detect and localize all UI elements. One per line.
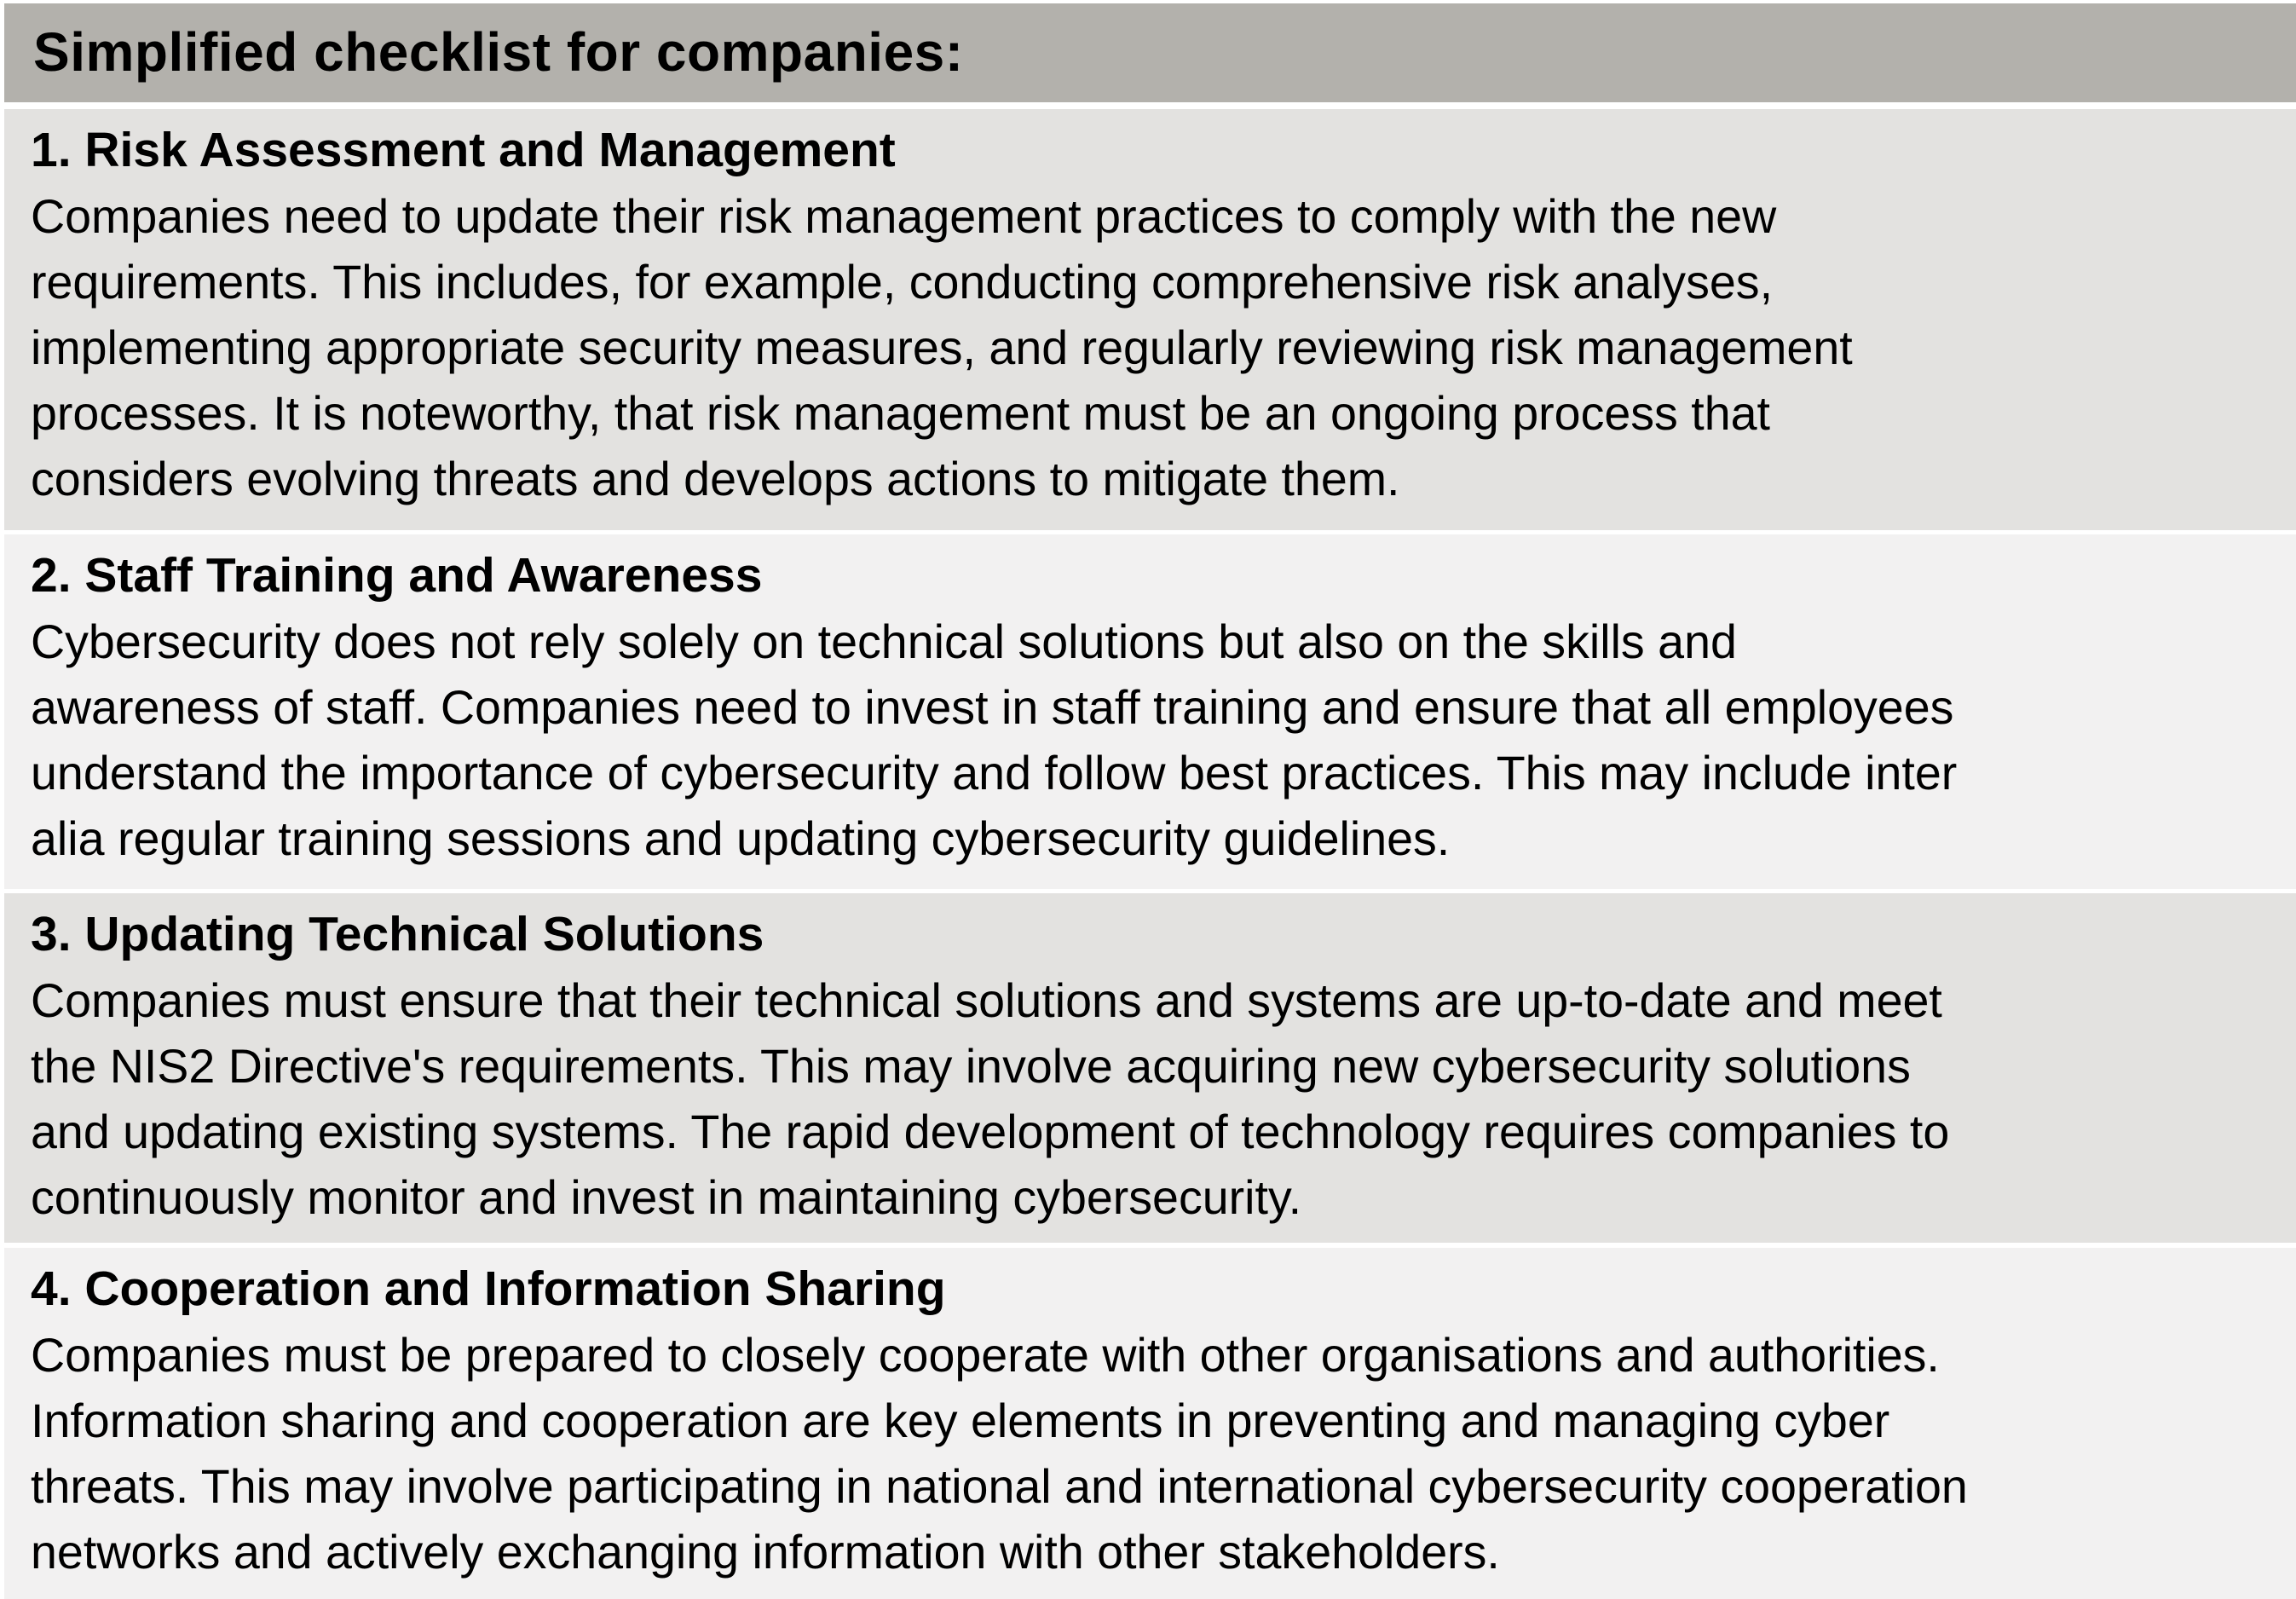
section-text-line: and updating existing systems. The rapid… — [31, 1105, 1950, 1158]
section-text-line: Cybersecurity does not rely solely on te… — [31, 615, 1737, 668]
section-text-line: threats. This may involve participating … — [31, 1459, 1968, 1513]
section-text-line: requirements. This includes, for example… — [31, 255, 1774, 309]
section-staff-training: 2. Staff Training and Awareness Cybersec… — [4, 534, 2296, 889]
section-text-line: Companies need to update their risk mana… — [31, 189, 1777, 243]
checklist-header: Simplified checklist for companies: — [4, 3, 2296, 102]
section-technical-solutions: 3. Updating Technical Solutions Companie… — [4, 893, 2296, 1243]
section-risk-assessment: 1. Risk Assessment and Management Compan… — [4, 109, 2296, 530]
section-cooperation: 4. Cooperation and Information Sharing C… — [4, 1248, 2296, 1599]
section-heading: 2. Staff Training and Awareness — [31, 548, 763, 603]
section-text-line: continuously monitor and invest in maint… — [31, 1170, 1302, 1224]
section-heading: 1. Risk Assessment and Management — [31, 123, 896, 177]
section-text-line: alia regular training sessions and updat… — [31, 811, 1451, 865]
section-text-line: Companies must be prepared to closely co… — [31, 1328, 1940, 1382]
section-text-line: the NIS2 Directive's requirements. This … — [31, 1039, 1911, 1093]
section-text-line: Companies must ensure that their technic… — [31, 973, 1942, 1027]
page-title: Simplified checklist for companies: — [33, 21, 964, 83]
section-text-line: considers evolving threats and develops … — [31, 452, 1400, 505]
section-text-line: understand the importance of cybersecuri… — [31, 746, 1958, 800]
section-text-line: processes. It is noteworthy, that risk m… — [31, 386, 1770, 440]
section-text-line: networks and actively exchanging informa… — [31, 1525, 1500, 1579]
section-heading: 4. Cooperation and Information Sharing — [31, 1261, 946, 1316]
section-heading: 3. Updating Technical Solutions — [31, 907, 764, 961]
section-text-line: implementing appropriate security measur… — [31, 320, 1853, 374]
section-text-line: Information sharing and cooperation are … — [31, 1394, 1890, 1447]
section-text-line: awareness of staff. Companies need to in… — [31, 680, 1954, 734]
